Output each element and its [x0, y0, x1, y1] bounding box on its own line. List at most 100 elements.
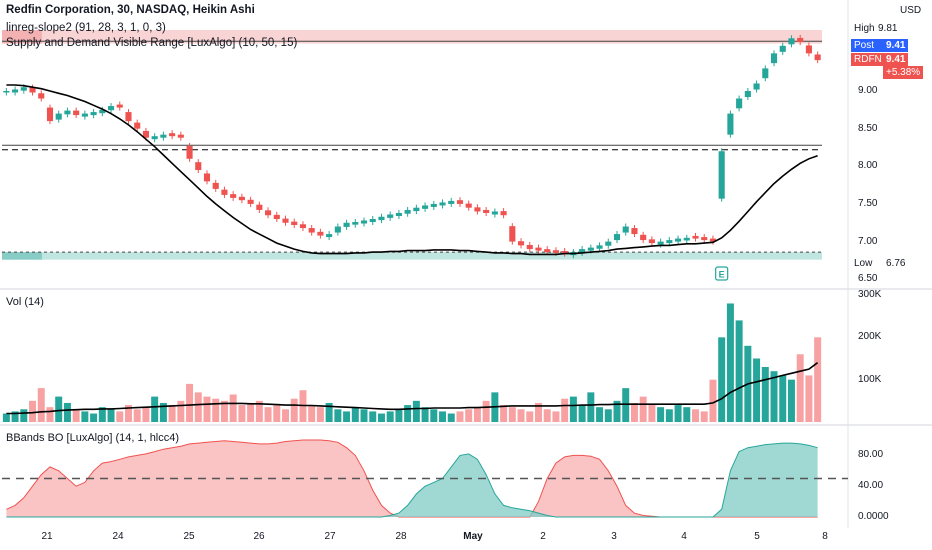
volume-bar [247, 402, 255, 422]
volume-bar [159, 402, 167, 422]
time-axis-tick: 24 [112, 531, 124, 542]
price-axis-tick: 7.50 [858, 197, 878, 209]
volume-bar [648, 405, 656, 422]
candle-body [273, 214, 280, 219]
volume-bar [343, 411, 351, 422]
candle-body [526, 244, 533, 250]
candle-body [465, 203, 472, 208]
time-axis-tick: May [463, 531, 483, 542]
candle-body [352, 222, 359, 225]
volume-bar [194, 392, 202, 422]
candle-body [151, 136, 158, 140]
volume-bar [273, 405, 281, 422]
candle-body [474, 207, 481, 212]
candle-body [788, 38, 795, 45]
volume-bar [386, 411, 394, 422]
volume-bar [98, 407, 106, 422]
volume-bar [517, 409, 525, 422]
volume-bar [456, 411, 464, 422]
volume-bar [238, 405, 246, 422]
change-percent: +5.38% [883, 66, 924, 79]
candle-body [203, 173, 211, 182]
candle-body [3, 91, 10, 93]
volume-bar [796, 354, 804, 422]
volume-bar [587, 392, 595, 422]
volume-bar [430, 409, 438, 422]
volume-bar [787, 379, 795, 422]
volume-bar [735, 320, 743, 422]
candle-body [317, 231, 324, 236]
candle-body [744, 91, 751, 98]
candle-body [38, 93, 45, 99]
candle-body [291, 221, 298, 226]
candle-body [491, 211, 498, 215]
volume-bar [203, 396, 211, 422]
volume-bar [753, 358, 761, 422]
volume-bar [186, 383, 194, 422]
candle-body [544, 249, 551, 253]
candle-body [360, 220, 368, 224]
low-label: Low [851, 257, 888, 270]
candle-body [797, 37, 804, 43]
volume-bar [613, 400, 621, 422]
candle-body [596, 245, 603, 249]
candle-body [29, 87, 36, 93]
candle-body [265, 210, 272, 216]
volume-bar [255, 400, 263, 422]
candle-body [683, 237, 690, 241]
indicator-supply-demand-label[interactable]: Supply and Demand Visible Range [LuxAlgo… [6, 37, 298, 49]
bbands-axis-tick: 0.0000 [858, 511, 889, 522]
volume-bar [72, 409, 80, 422]
candle-body [134, 122, 141, 129]
candle-body [169, 133, 176, 137]
volume-bar [29, 400, 37, 422]
bbands-bullish-area [6, 443, 818, 517]
time-axis-tick: 27 [324, 531, 336, 542]
candle-body [142, 130, 149, 138]
candle-body [12, 89, 19, 93]
candle-body [718, 151, 725, 199]
volume-bar [622, 388, 630, 422]
volume-bar [334, 409, 342, 422]
volume-bar [125, 405, 132, 422]
price-axis-tick: 6.50 [858, 273, 878, 285]
candle-body [648, 239, 655, 244]
candle-body [779, 45, 786, 52]
volume-bar [482, 400, 490, 422]
volume-bar [55, 396, 63, 422]
volume-bar [630, 402, 638, 422]
candle-body [64, 110, 71, 115]
volume-axis-tick: 200K [858, 331, 882, 343]
volume-bar [20, 409, 28, 422]
price-axis-tick: 7.00 [858, 235, 878, 247]
bbands-pane-label[interactable]: BBands BO [LuxAlgo] (14, 1, hlcc4) [6, 432, 180, 444]
price-axis-tick: 9.00 [858, 85, 878, 96]
candle-body [73, 110, 80, 116]
volume-bar [604, 409, 612, 422]
supply-zone-marker [2, 30, 42, 44]
candle-body [692, 235, 699, 239]
volume-bar [220, 400, 228, 422]
volume-bar [805, 375, 813, 422]
candle-body [631, 228, 638, 235]
volume-bar [412, 400, 420, 422]
volume-bar [63, 402, 71, 422]
candle-body [439, 202, 446, 206]
volume-bar [116, 411, 124, 422]
candle-body [762, 68, 769, 79]
candle-body [404, 209, 411, 214]
volume-bar [37, 388, 45, 422]
volume-pane-label[interactable]: Vol (14) [6, 296, 44, 308]
candle-body [256, 204, 263, 210]
volume-bar [709, 379, 717, 422]
price-axis-tick: 8.50 [858, 122, 878, 134]
indicator-linreg-label[interactable]: linreg-slope2 (91, 28, 3, 1, 0, 3) [6, 22, 166, 34]
candle-body [770, 53, 778, 64]
candle-body [561, 251, 568, 254]
bbands-axis-tick: 40.00 [858, 480, 884, 492]
candle-body [613, 234, 621, 241]
candle-body [587, 247, 594, 251]
volume-bar [229, 394, 237, 422]
candle-body [430, 203, 437, 207]
